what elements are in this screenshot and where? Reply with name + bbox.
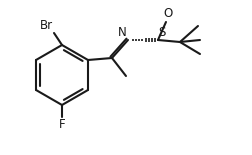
Text: O: O [163,7,173,20]
Text: Br: Br [40,19,53,32]
Text: F: F [59,118,65,131]
Text: S: S [158,26,165,39]
Text: N: N [118,26,127,39]
